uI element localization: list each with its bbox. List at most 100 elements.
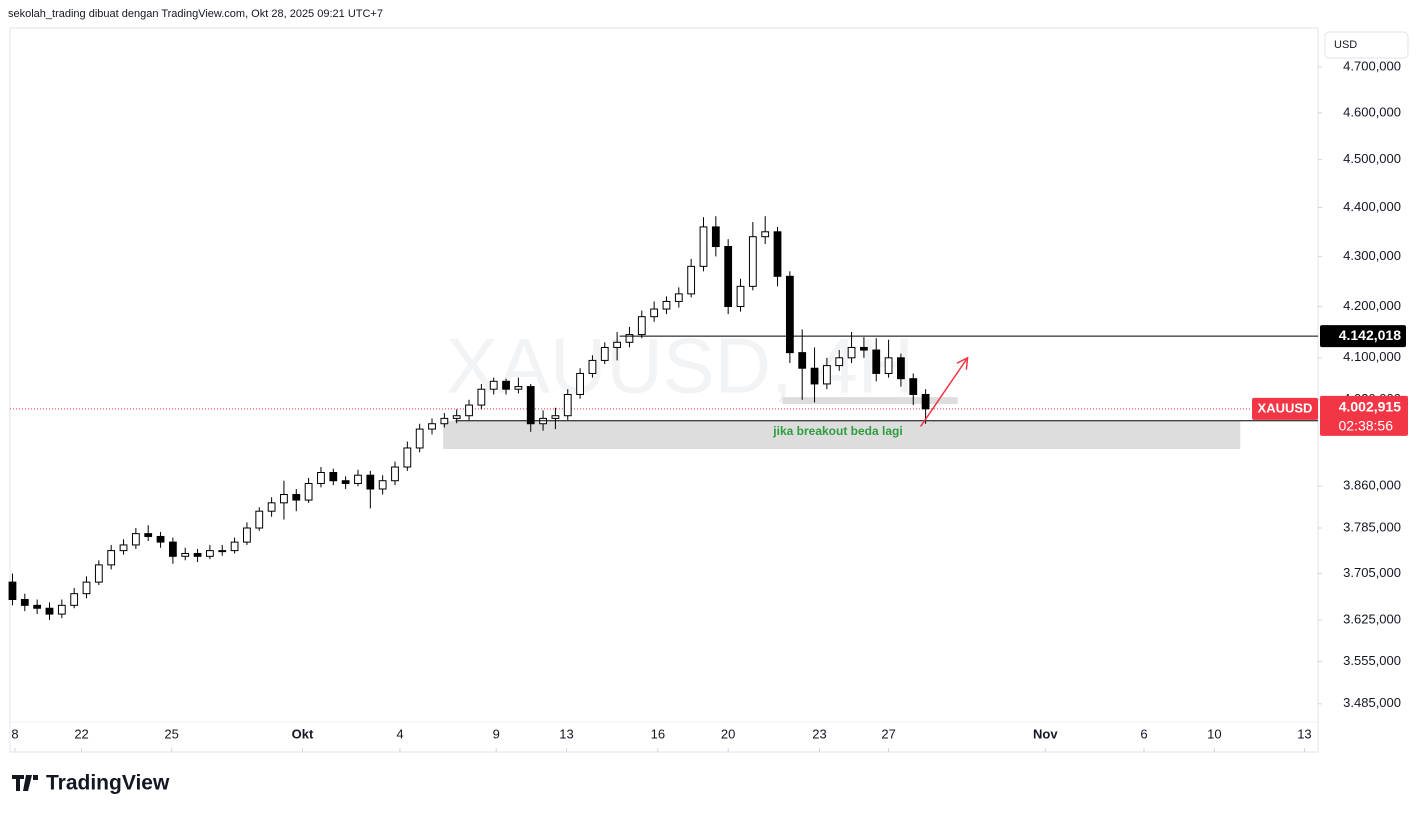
candle-body <box>403 447 412 468</box>
candle-body <box>168 541 177 557</box>
x-tick-label: 6 <box>1140 726 1147 741</box>
y-tick-label: 3.860,000 <box>1343 478 1401 493</box>
x-tick-label: 13 <box>559 726 573 741</box>
candle-body <box>119 544 128 552</box>
watermark: XAUUSD, 4H <box>446 322 914 410</box>
currency-box[interactable] <box>1324 31 1409 59</box>
candle-body <box>563 393 572 417</box>
countdown: 02:38:56 <box>1339 418 1394 434</box>
candle-body <box>897 357 905 380</box>
y-tick-label: 3.705,000 <box>1343 565 1401 580</box>
candle-body <box>8 581 17 601</box>
symbol-label: XAUUSD <box>1258 400 1313 415</box>
x-tick-label: Nov <box>1033 726 1058 741</box>
candle-body <box>218 550 227 553</box>
candle-body <box>206 550 214 557</box>
candle-body <box>341 480 350 484</box>
candle-body <box>489 380 498 390</box>
candle-body <box>131 533 140 546</box>
currency: USD <box>1334 39 1357 51</box>
candle-body <box>662 300 671 310</box>
candle-body <box>810 367 819 385</box>
candle-body <box>255 510 264 529</box>
candle-body <box>798 352 807 369</box>
y-tick-label: 4.200,000 <box>1343 298 1401 313</box>
y-tick-label: 4.400,000 <box>1343 199 1401 214</box>
candle-body <box>280 494 288 504</box>
candle-body <box>193 552 202 557</box>
candle-body <box>872 349 881 374</box>
candle-body <box>588 359 597 374</box>
symbol-box <box>1252 397 1318 420</box>
candle-body <box>674 293 683 302</box>
last-price-label: 4.002,915 <box>1339 399 1401 415</box>
candle-body <box>736 285 745 308</box>
candle-body <box>317 471 325 484</box>
candle-body <box>45 607 54 615</box>
candle-body <box>847 346 856 359</box>
annotation: jika breakout beda lagi <box>772 424 902 438</box>
y-tick-label: 3.625,000 <box>1343 611 1401 626</box>
candle-body <box>835 357 844 367</box>
candle-body <box>637 316 646 336</box>
candle-body <box>687 265 696 295</box>
candle-body <box>70 593 79 606</box>
candle-body <box>33 604 42 609</box>
zone <box>782 397 958 405</box>
candle-body <box>57 604 66 615</box>
y-tick-label: 4.300,000 <box>1343 248 1401 263</box>
x-tick-label: 27 <box>881 726 895 741</box>
candle-body <box>909 378 918 395</box>
candle-body <box>94 564 103 583</box>
y-tick-label: 4.100,000 <box>1343 349 1401 364</box>
candle-body <box>711 226 720 248</box>
logo-text: TradingView <box>46 772 170 795</box>
candle-body <box>378 480 387 490</box>
x-tick-label: 9 <box>493 726 500 741</box>
y-tick-label: 4.700,000 <box>1343 58 1401 73</box>
candle-body <box>304 482 313 501</box>
candle-body <box>354 474 362 484</box>
y-tick-label: 4.500,000 <box>1343 151 1401 166</box>
logo: TradingView <box>12 772 170 795</box>
candle-body <box>440 417 449 425</box>
candle-body <box>391 466 399 482</box>
candle-body <box>20 599 29 606</box>
candle-body <box>156 535 165 543</box>
candle-body <box>699 226 708 267</box>
arrow <box>920 357 969 427</box>
candle-body <box>625 334 634 343</box>
candle-body <box>230 541 239 552</box>
candle-body <box>477 388 486 406</box>
candle-body <box>860 346 868 351</box>
x-tick-label: 8 <box>11 726 18 741</box>
candle-body <box>415 428 424 449</box>
candle-body <box>144 533 153 537</box>
y-tick-label: 3.785,000 <box>1343 519 1401 534</box>
candle-body <box>551 415 560 419</box>
candle-body <box>761 231 770 238</box>
x-tick-label: 22 <box>74 726 88 741</box>
x-tick-label: 4 <box>396 726 403 741</box>
x-tick-label: 23 <box>812 726 826 741</box>
candle-body <box>502 380 510 390</box>
candle-body <box>921 393 930 410</box>
x-tick-label: 10 <box>1207 726 1221 741</box>
candle-body <box>724 246 733 308</box>
candle-body <box>650 308 659 318</box>
candle-body <box>428 423 436 430</box>
candle-body <box>576 372 584 395</box>
candle-body <box>514 386 523 390</box>
candle-body <box>107 550 116 566</box>
y-tick-label: 4.600,000 <box>1343 104 1401 119</box>
price-label: 4.142,018 <box>1339 327 1401 343</box>
candle-body <box>785 275 794 354</box>
candle-body <box>884 357 893 374</box>
candle-body <box>243 527 251 543</box>
candle-body <box>452 415 461 419</box>
y-tick-label: 3.485,000 <box>1343 695 1401 710</box>
candle-body <box>526 386 535 425</box>
candle-body <box>82 581 91 595</box>
